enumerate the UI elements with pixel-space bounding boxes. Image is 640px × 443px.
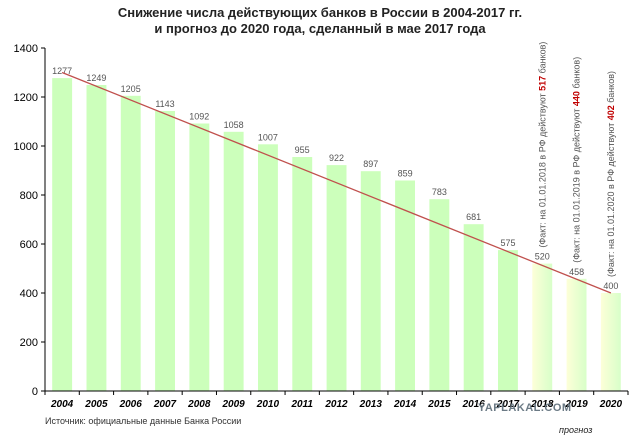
source-note: Источник: официальные данные Банка Росси… [45,416,242,426]
value-label-2015: 783 [432,187,447,197]
value-label-2012: 922 [329,153,344,163]
bar-2014 [395,180,415,391]
x-tick-label-2015: 2015 [427,399,451,410]
x-tick-label-2012: 2012 [324,399,348,410]
bar-2015 [429,199,450,391]
bar-2009 [223,131,244,392]
value-label-2019: 458 [569,267,584,277]
value-label-2008: 1092 [189,112,209,122]
bar-2017 [498,250,518,391]
value-label-2005: 1249 [86,73,106,83]
x-tick-label-2005: 2005 [84,399,108,410]
chart-subtitle: и прогноз до 2020 года, сделанный в мае … [154,21,486,36]
bar-2019 [566,278,587,391]
bar-2007 [155,111,175,391]
annotation-2020: (Факт: на 01.01.2020 в РФ действуют 402 … [606,71,616,277]
x-tick-label-2004: 2004 [50,399,74,410]
bar-2011 [292,157,313,391]
annotation-prefix: (Факт: на 01.01.2019 в РФ действуют [572,106,582,263]
y-tick-label-1200: 1200 [14,92,38,104]
y-tick-label-200: 200 [20,337,38,349]
annotation-suffix: банков) [572,57,582,91]
value-label-2020: 400 [603,281,618,291]
x-tick-label-2013: 2013 [359,399,383,410]
x-tick-label-2017: 2017 [496,399,520,410]
annotation-prefix: (Факт: на 01.01.2018 в РФ действуют [537,91,547,248]
bar-2013 [360,171,381,391]
value-label-2013: 897 [363,159,378,169]
x-tick-label-2007: 2007 [153,399,177,410]
annotation-2019: (Факт: на 01.01.2019 в РФ действуют 440 … [572,57,582,263]
value-label-2011: 955 [295,145,310,155]
value-label-2018: 520 [535,252,550,262]
value-label-2009: 1058 [224,120,244,130]
x-tick-label-2008: 2008 [187,399,211,410]
value-label-2016: 681 [466,212,481,222]
trend-line [61,71,612,294]
bar-2005 [86,85,107,391]
value-label-2004: 1277 [52,66,72,76]
annotation-suffix: банков) [537,42,547,76]
bar-2012 [326,165,347,391]
bar-2008 [189,123,210,391]
x-tick-label-2018: 2018 [530,399,554,410]
y-tick-label-1000: 1000 [14,141,38,153]
bar-2006 [120,95,141,392]
annotation-prefix: (Факт: на 01.01.2020 в РФ действуют [606,120,616,277]
value-label-2017: 575 [500,238,515,248]
annotation-number: 440 [572,91,582,106]
y-tick-label-800: 800 [20,190,38,202]
bar-2010 [258,144,278,391]
x-tick-label-2010: 2010 [256,399,280,410]
value-label-2014: 859 [398,169,413,179]
annotation-suffix: банков) [606,71,616,105]
chart-title: Снижение числа действующих банков в Росс… [117,5,523,20]
y-tick-label-0: 0 [32,386,38,398]
annotation-number: 517 [537,76,547,91]
y-tick-label-1400: 1400 [14,43,38,55]
x-tick-label-2019: 2019 [564,399,588,410]
y-tick-label-600: 600 [20,239,38,251]
y-tick-label-400: 400 [20,288,38,300]
value-label-2006: 1205 [121,84,141,94]
x-tick-label-2016: 2016 [462,399,486,410]
annotation-2018: (Факт: на 01.01.2018 в РФ действуют 517 … [537,42,547,248]
forecast-label: прогноз [559,425,593,435]
watermark-logo: YAPLAKAL.COM [478,402,572,414]
x-tick-label-2011: 2011 [290,399,313,410]
x-tick-label-2009: 2009 [221,399,245,410]
bar-2016 [463,224,484,391]
x-tick-label-2014: 2014 [393,399,417,410]
value-label-2010: 1007 [258,132,278,142]
annotation-number: 402 [606,105,616,120]
value-label-2007: 1143 [155,99,174,109]
bar-2004 [52,78,73,391]
x-tick-label-2020: 2020 [599,399,623,410]
bar-2020 [600,293,621,391]
x-tick-label-2006: 2006 [119,399,143,410]
bar-2018 [532,263,553,391]
